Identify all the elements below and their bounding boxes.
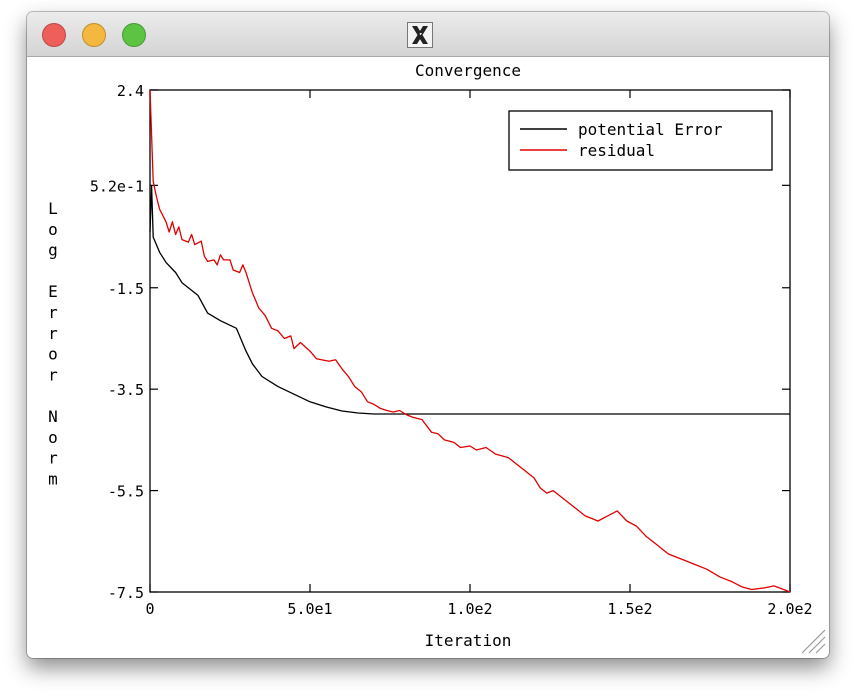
y-axis-label-char: r	[48, 365, 58, 384]
series-line-1	[149, 89, 791, 593]
y-tick-label: -7.5	[108, 584, 144, 602]
y-tick-label: -5.5	[108, 483, 144, 501]
y-tick-label: -3.5	[108, 381, 144, 399]
y-axis-label-char: o	[48, 345, 58, 364]
y-axis-label-char: r	[48, 449, 58, 468]
x-tick-label: 1.5e2	[607, 600, 652, 618]
legend-label-1: residual	[578, 141, 655, 160]
x-tick-label: 2.0e2	[767, 600, 812, 618]
resize-grip-icon[interactable]	[798, 626, 826, 654]
y-axis-label-char: N	[48, 407, 58, 426]
minimize-button[interactable]	[82, 23, 106, 47]
x-tick-label: 1.0e2	[447, 600, 492, 618]
app-window: Convergence 2.4 5.2e-1 -1.5 -3.5 -5.5 -7.5 0 5…	[27, 12, 829, 658]
y-axis-label-char: o	[48, 428, 58, 447]
y-tick-label: 2.4	[117, 82, 144, 100]
x11-icon	[407, 22, 433, 48]
y-axis-label-char: g	[48, 241, 58, 260]
close-button[interactable]	[42, 23, 66, 47]
y-axis-label-char: m	[48, 469, 58, 488]
zoom-button[interactable]	[122, 23, 146, 47]
legend: potential Error residual	[508, 110, 773, 171]
y-axis-label-char: r	[48, 324, 58, 343]
series-line-0	[149, 185, 790, 415]
x-axis-label: Iteration	[425, 631, 512, 650]
series-layer	[149, 89, 791, 593]
x-tick-label: 5.0e1	[287, 600, 332, 618]
y-axis-label-char: E	[48, 282, 58, 301]
y-axis-label-char: r	[48, 303, 58, 322]
legend-box	[508, 110, 773, 171]
y-tick-label: 5.2e-1	[90, 177, 144, 195]
x-tick-label: 0	[145, 600, 154, 618]
x-axis: 0 5.0e1 1.0e2 1.5e2 2.0e2	[145, 90, 813, 618]
title-bar[interactable]	[27, 12, 829, 57]
y-axis-label-char: o	[48, 220, 58, 239]
y-axis-label-char: L	[48, 199, 58, 218]
y-tick-label: -1.5	[108, 280, 144, 298]
convergence-chart: Convergence 2.4 5.2e-1 -1.5 -3.5 -5.5 -7.5 0 5…	[48, 61, 813, 650]
legend-label-0: potential Error	[578, 120, 723, 139]
y-axis: 2.4 5.2e-1 -1.5 -3.5 -5.5 -7.5	[90, 82, 790, 602]
chart-title: Convergence	[415, 61, 521, 80]
